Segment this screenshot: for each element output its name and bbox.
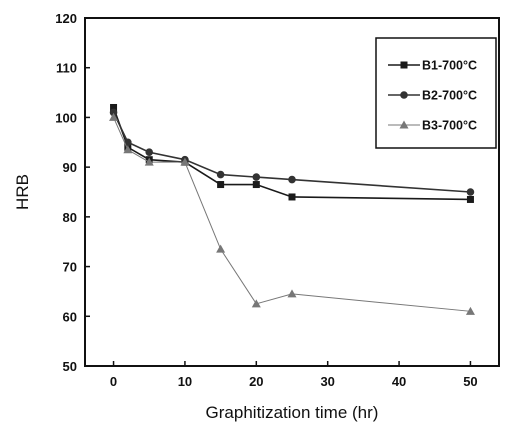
y-tick-label: 120 — [55, 11, 77, 26]
y-axis-title: HRB — [13, 174, 32, 210]
series-line — [112, 112, 471, 193]
y-tick-label: 100 — [55, 110, 77, 125]
data-point — [216, 170, 225, 179]
data-point — [180, 157, 190, 166]
y-tick-label: 80 — [63, 210, 77, 225]
data-point — [287, 289, 297, 298]
series-line — [112, 107, 471, 201]
data-point — [124, 138, 132, 147]
legend-label: B3-700°C — [422, 119, 477, 133]
data-point — [144, 157, 154, 166]
legend-item: B1-700°C — [388, 59, 477, 73]
legend-label: B2-700°C — [422, 89, 477, 103]
data-point — [123, 145, 133, 154]
data-point — [251, 299, 261, 308]
data-point — [216, 244, 226, 253]
legend-marker — [400, 91, 408, 99]
data-point — [109, 108, 118, 117]
x-tick-label: 50 — [463, 374, 477, 389]
x-axis-title: Graphitization time (hr) — [206, 403, 379, 422]
plot-frame — [84, 17, 500, 367]
data-point — [288, 193, 296, 201]
data-point — [466, 195, 474, 203]
x-tick-label: 0 — [110, 374, 117, 389]
y-tick-label: 90 — [63, 160, 77, 175]
legend-box — [375, 37, 497, 149]
x-tick-label: 40 — [392, 374, 406, 389]
y-tick-label: 60 — [63, 309, 77, 324]
data-point — [465, 306, 475, 315]
x-tick-label: 10 — [178, 374, 192, 389]
legend-item: B2-700°C — [388, 89, 477, 103]
data-point — [145, 148, 154, 157]
legend-item: B3-700°C — [388, 119, 477, 133]
data-point — [288, 175, 296, 184]
data-point — [466, 188, 475, 196]
data-point — [110, 103, 118, 111]
legend-marker — [399, 120, 409, 129]
data-point — [252, 173, 261, 181]
x-tick-label: 30 — [320, 374, 334, 389]
data-point — [217, 181, 225, 189]
series-triangle — [109, 112, 475, 315]
x-tick-label: 20 — [249, 374, 263, 389]
data-point — [252, 181, 260, 189]
y-tick-label: 110 — [56, 61, 77, 76]
legend-marker — [400, 61, 408, 69]
y-tick-label: 70 — [63, 260, 77, 275]
y-tick-label: 50 — [63, 359, 77, 374]
legend-label: B1-700°C — [422, 59, 477, 73]
legend: B1-700°C B2-700°C B3-700°C — [375, 37, 497, 149]
data-point — [109, 112, 119, 121]
